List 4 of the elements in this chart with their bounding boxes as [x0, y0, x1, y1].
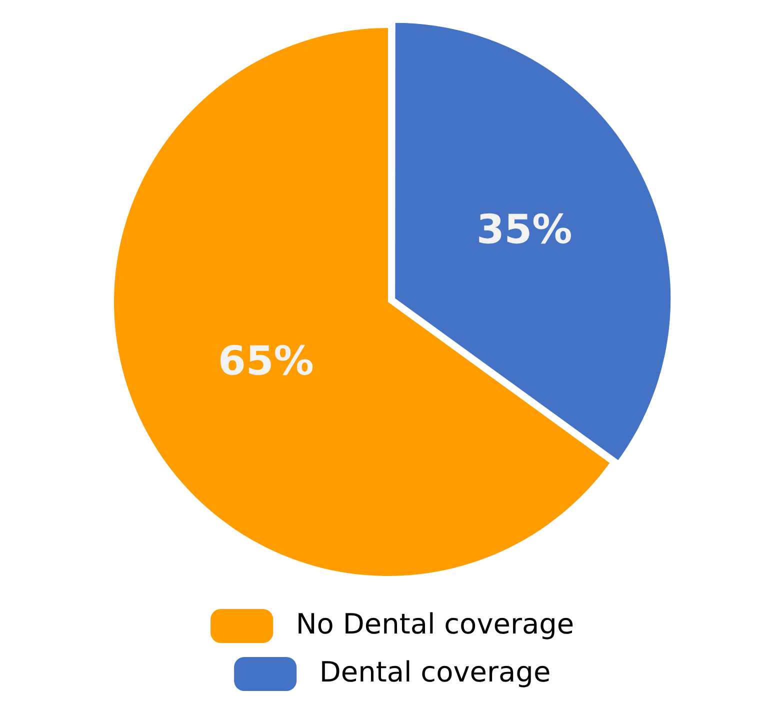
data-label: 35% — [476, 206, 572, 253]
data-label: 65% — [218, 338, 314, 385]
legend-label: No Dental coverage — [296, 607, 574, 640]
legend-label: Dental coverage — [319, 655, 551, 688]
